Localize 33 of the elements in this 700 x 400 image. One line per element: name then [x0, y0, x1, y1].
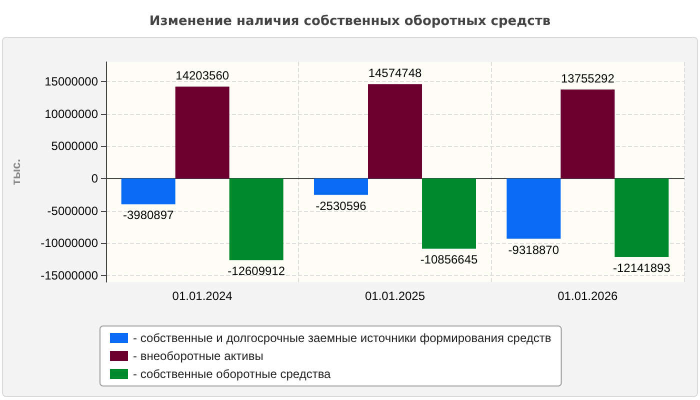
bar — [121, 178, 176, 204]
data-label: -10856645 — [420, 252, 478, 267]
y-tick-label: 5000000 — [51, 139, 98, 154]
data-label: -2530596 — [316, 198, 367, 213]
legend-label: - собственные оборотные средства — [133, 367, 332, 381]
bar — [560, 89, 615, 178]
bar — [229, 178, 284, 260]
chart-title: Изменение наличия собственных оборотных средств — [149, 14, 551, 29]
y-tick-label: -15000000 — [40, 268, 98, 283]
data-label: -3980897 — [122, 208, 174, 222]
data-label: -9318870 — [508, 242, 560, 257]
bar — [506, 178, 561, 239]
data-label: 13755292 — [560, 71, 615, 86]
y-tick-label: -10000000 — [40, 236, 98, 250]
y-tick-label: 0 — [91, 171, 98, 186]
bar — [422, 178, 476, 249]
y-axis-title: тыс. — [9, 158, 23, 186]
y-tick-label: 10000000 — [44, 106, 98, 121]
data-label: -12609912 — [228, 264, 286, 278]
bar — [175, 86, 230, 178]
x-tick-label: 01.01.2024 — [172, 289, 233, 303]
data-label: 14574748 — [368, 66, 422, 80]
legend-label: - внеоборотные активы — [133, 349, 264, 363]
bar — [614, 178, 669, 258]
x-tick-label: 01.01.2025 — [364, 289, 426, 303]
x-tick-label: 01.01.2026 — [558, 289, 618, 303]
y-tick-label: -5000000 — [47, 204, 98, 218]
legend-label: - собственные и долгосрочные заемные источники формирования средств — [133, 331, 552, 345]
data-label: 14203560 — [176, 68, 230, 83]
bar — [314, 178, 368, 195]
bar — [368, 84, 422, 178]
y-tick-label: 15000000 — [44, 74, 98, 88]
data-label: -12141893 — [612, 261, 671, 276]
